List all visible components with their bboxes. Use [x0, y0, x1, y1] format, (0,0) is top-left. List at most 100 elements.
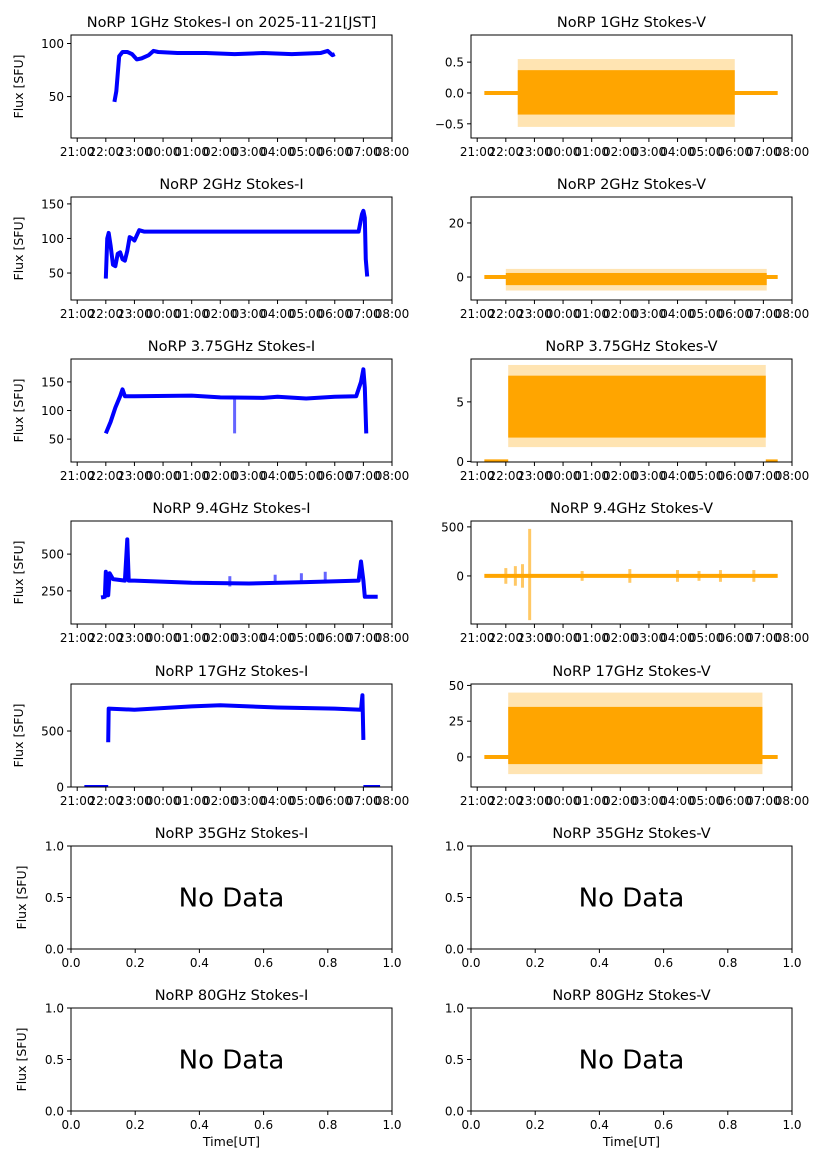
subplot-title: NoRP 80GHz Stokes-I	[155, 988, 309, 1004]
x-tick-label: 05:00	[689, 794, 724, 808]
x-tick-label: 05:00	[689, 307, 724, 321]
y-tick-label: 250	[41, 584, 64, 598]
x-tick-label: 0.6	[654, 956, 673, 970]
x-tick-label: 0.0	[461, 1118, 480, 1132]
y-axis-label: Flux [SFU]	[14, 1028, 29, 1092]
x-tick-label: 07:00	[746, 794, 781, 808]
x-tick-label: 07:00	[346, 631, 381, 645]
y-tick-label: 0.0	[45, 1105, 64, 1119]
plot-area	[100, 537, 378, 600]
x-tick-label: 23:00	[117, 469, 152, 483]
x-tick-label: 07:00	[746, 307, 781, 321]
x-tick-label: 08:00	[375, 469, 410, 483]
x-tick-label: 23:00	[517, 145, 552, 159]
x-tick-label: 00:00	[546, 794, 581, 808]
x-tick-label: 04:00	[260, 469, 295, 483]
y-tick-label: 0.5	[45, 1053, 64, 1067]
x-tick-label: 06:00	[717, 307, 752, 321]
x-tick-label: 06:00	[317, 469, 352, 483]
x-tick-label: 05:00	[289, 631, 324, 645]
y-tick-label: 0.5	[445, 1053, 464, 1067]
axes-frame	[470, 196, 793, 301]
y-tick-label: 50	[449, 679, 464, 693]
x-tick-label: 03:00	[232, 631, 267, 645]
axes-frame	[70, 196, 393, 301]
x-tick-label: 21:00	[460, 145, 495, 159]
data-series-line	[106, 693, 366, 743]
x-tick-label: 0.4	[190, 956, 209, 970]
x-tick-label: 01:00	[574, 469, 609, 483]
x-tick-label: 0.6	[254, 956, 273, 970]
x-tick-label: 21:00	[460, 469, 495, 483]
x-tick-label: 06:00	[317, 794, 352, 808]
x-tick-label: 0.8	[318, 1118, 337, 1132]
y-tick-label: 0	[456, 455, 464, 469]
x-tick-label: 21:00	[60, 145, 95, 159]
y-tick-label: 500	[41, 548, 64, 562]
y-tick-label: 0.0	[445, 86, 464, 100]
y-tick-label: 1.0	[45, 1002, 64, 1016]
x-tick-label: 04:00	[260, 794, 295, 808]
x-tick-label: 03:00	[632, 469, 667, 483]
y-axis-label: Flux [SFU]	[11, 217, 26, 281]
x-tick-label: 22:00	[89, 307, 124, 321]
x-tick-label: 21:00	[460, 794, 495, 808]
x-tick-label: 08:00	[775, 307, 810, 321]
y-tick-label: 0	[456, 750, 464, 764]
axes-frame	[70, 520, 393, 625]
subplot: NoRP 1GHz Stokes-I on 2025-11-21[JST] 50 1…	[11, 15, 409, 159]
subplot-title: NoRP 80GHz Stokes-V	[552, 988, 710, 1004]
x-tick-label: 08:00	[375, 307, 410, 321]
plot-area	[103, 367, 369, 435]
x-tick-label: 04:00	[660, 469, 695, 483]
data-series-line	[112, 48, 336, 103]
x-tick-label: 21:00	[60, 631, 95, 645]
x-tick-label: 21:00	[460, 307, 495, 321]
plot-area	[484, 268, 778, 291]
plot-area	[112, 48, 336, 103]
subplot-title: NoRP 3.75GHz Stokes-V	[545, 339, 717, 355]
x-tick-label: 0.8	[318, 956, 337, 970]
y-axis-label: Flux [SFU]	[11, 55, 26, 119]
x-tick-label: 06:00	[317, 307, 352, 321]
data-series-line	[100, 537, 378, 600]
x-tick-label: 22:00	[89, 794, 124, 808]
y-tick-label: 0	[56, 781, 64, 795]
y-tick-label: 100	[41, 37, 64, 51]
x-tick-label: 06:00	[317, 631, 352, 645]
x-tick-label: 06:00	[717, 145, 752, 159]
data-series-line	[103, 208, 370, 279]
x-tick-label: 06:00	[317, 145, 352, 159]
subplot: NoRP 17GHz Stokes-V0255021:0022:0023:000…	[449, 664, 810, 808]
x-tick-label: 01:00	[574, 794, 609, 808]
no-data-text: No Data	[579, 884, 685, 914]
x-tick-label: 05:00	[689, 145, 724, 159]
x-tick-label: 1.0	[382, 1118, 401, 1132]
x-tick-label: 0.2	[526, 1118, 545, 1132]
y-tick-label: 25	[449, 715, 464, 729]
x-tick-label: 00:00	[146, 469, 181, 483]
y-tick-label: 50	[49, 267, 64, 281]
x-tick-label: 23:00	[117, 631, 152, 645]
x-tick-label: 21:00	[60, 469, 95, 483]
x-tick-label: 03:00	[632, 794, 667, 808]
x-tick-label: 03:00	[232, 145, 267, 159]
x-tick-label: 0.2	[126, 956, 145, 970]
y-tick-label: 1.0	[445, 1002, 464, 1016]
y-tick-label: 100	[41, 232, 64, 246]
plot-area	[484, 59, 778, 127]
y-tick-label: −0.5	[435, 117, 464, 131]
plot-area	[103, 208, 370, 279]
x-tick-label: 08:00	[375, 631, 410, 645]
x-tick-label: 0.8	[718, 956, 737, 970]
x-tick-label: 05:00	[289, 307, 324, 321]
x-tick-label: 07:00	[746, 145, 781, 159]
subplot-title: NoRP 9.4GHz Stokes-V	[550, 501, 713, 517]
data-series-line	[103, 367, 369, 435]
y-axis-label: Flux [SFU]	[11, 379, 26, 443]
y-tick-label: 0.0	[445, 1105, 464, 1119]
subplot: NoRP 35GHz Stokes-V 0.0 0.5 1.0 0.0 0.2 0.4 0.6…	[445, 826, 802, 970]
x-tick-label: 07:00	[346, 145, 381, 159]
subplot: NoRP 2GHz Stokes-V 0 20 21:0022:0023:0000:0…	[449, 177, 810, 321]
subplot-title: NoRP 2GHz Stokes-I	[159, 177, 303, 193]
